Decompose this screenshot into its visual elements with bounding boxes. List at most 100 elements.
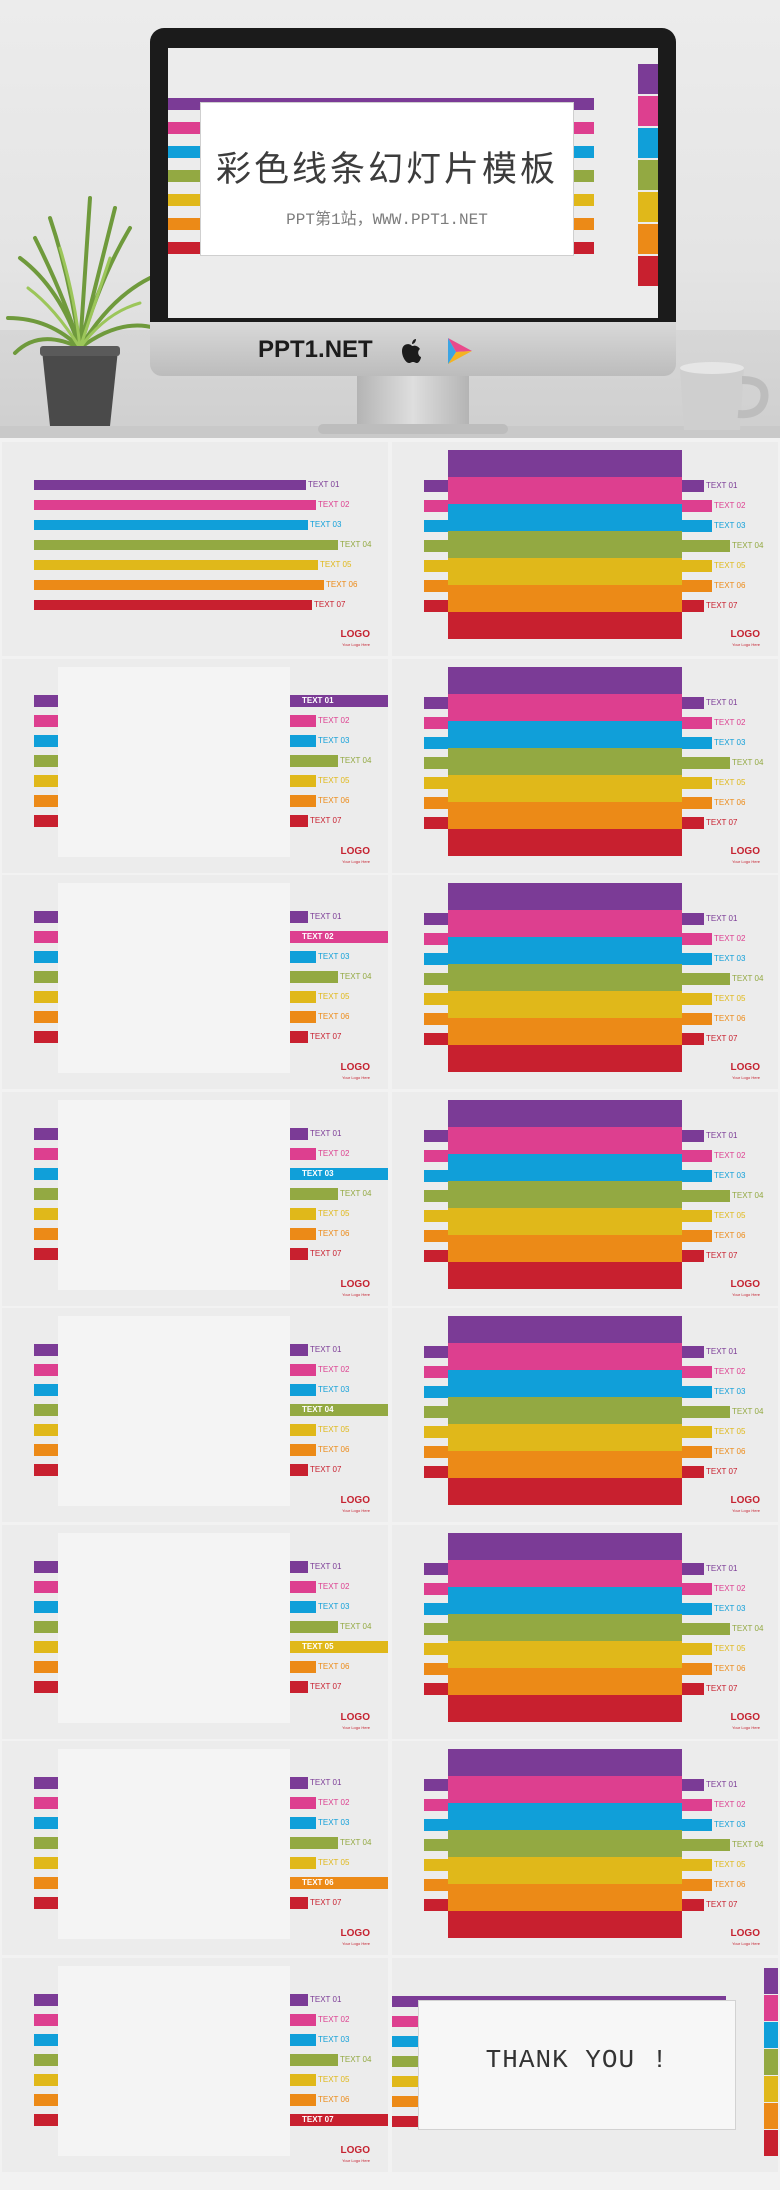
slide-text-label: TEXT 06 xyxy=(714,1230,746,1240)
monitor-screen: 彩色线条幻灯片模板 PPT第1站，WWW.PPT1.NET xyxy=(168,48,658,318)
slide-thumbnail[interactable]: TEXT 01 TEXT 02 TEXT 03 TEXT 04 TEXT 05 TEXT … xyxy=(392,1741,778,1955)
slide-text-label: TEXT 03 xyxy=(714,1170,746,1180)
slide-thumbnail[interactable]: TEXT 01 TEXT 02 TEXT 03 TEXT 04 TEXT 05 TEXT … xyxy=(2,442,388,656)
slide-text-label: TEXT 07 xyxy=(310,1248,342,1258)
right-stub-bar xyxy=(290,794,316,807)
slide-thumbnail[interactable]: TEXT 01 TEXT 02 TEXT 03 TEXT 04 TEXT 05 TEXT … xyxy=(392,442,778,656)
left-stub-bar xyxy=(34,1620,58,1633)
color-block-stripe xyxy=(448,1478,682,1505)
slide-thumbnail[interactable]: TEXT 01 TEXT 02 TEXT 03 TEXT 04 TEXT 05 TEXT … xyxy=(2,1957,388,2172)
color-block-stripe xyxy=(448,1099,682,1127)
left-stub-bar xyxy=(424,1819,448,1831)
slide-thumbnail[interactable]: TEXT 01 TEXT 02 TEXT 03 TEXT 04 TEXT 05 TEXT … xyxy=(392,1524,778,1739)
slide-thumbnail[interactable]: TEXT 01 TEXT 02 TEXT 03 TEXT 04 TEXT 05 TEXT … xyxy=(392,1091,778,1306)
color-block-stripe xyxy=(448,720,682,748)
left-stub-bar xyxy=(34,1227,58,1240)
right-stub-bar xyxy=(682,540,730,552)
left-stub-bar xyxy=(34,1384,58,1396)
slide-thumbnail[interactable]: TEXT 01 TEXT 02 TEXT 03 TEXT 04 TEXT 05 TEXT … xyxy=(2,1741,388,1955)
logo-tagline: Your Logo Here xyxy=(342,858,370,864)
right-stub-bar xyxy=(682,480,704,492)
logo-text: LOGO xyxy=(340,1278,370,1290)
slide-thumbnail[interactable]: TEXT 01 TEXT 02 TEXT 03 TEXT 04 TEXT 05 TEXT … xyxy=(392,1308,778,1522)
left-stub-bar xyxy=(34,1897,58,1909)
slide-text-label: TEXT 07 xyxy=(706,1250,738,1260)
logo-tagline: Your Logo Here xyxy=(342,1291,370,1297)
left-stub-bar xyxy=(424,973,448,985)
slide-text-label: TEXT 01 xyxy=(706,1347,738,1356)
slide-text-label: TEXT 03 xyxy=(714,1820,746,1829)
left-stub-bar xyxy=(424,1149,448,1162)
right-stub-bar xyxy=(682,1446,712,1458)
right-stub-bar xyxy=(682,1209,712,1222)
right-stub-bar xyxy=(290,734,316,747)
logo-text: LOGO xyxy=(730,1062,760,1073)
slide-text-label: TEXT 06 xyxy=(302,1878,334,1887)
slide-thumbnail[interactable]: TEXT 01 TEXT 02 TEXT 03 TEXT 04 TEXT 05 TEXT … xyxy=(2,875,388,1089)
right-stub-bar xyxy=(290,1011,316,1023)
slide-text-label: TEXT 02 xyxy=(318,1798,350,1807)
slide-text-label: TEXT 03 xyxy=(310,520,342,529)
slide-text-label: TEXT 07 xyxy=(310,1465,342,1474)
right-stub-bar xyxy=(682,913,704,925)
right-stub-bar xyxy=(290,2033,316,2046)
color-block-stripe xyxy=(448,477,682,504)
right-stub-bar xyxy=(682,973,730,985)
slide-text-label: TEXT 03 xyxy=(318,952,350,961)
right-stub-bar xyxy=(682,796,712,809)
logo-tagline: Your Logo Here xyxy=(342,1508,370,1513)
left-stub-bar xyxy=(424,1229,448,1242)
slide-text-label: TEXT 01 xyxy=(310,1994,342,2004)
slide-thumbnail[interactable]: TEXT 01 TEXT 02 TEXT 03 TEXT 04 TEXT 05 TEXT … xyxy=(2,1524,388,1739)
logo-text: LOGO xyxy=(730,1495,760,1506)
right-stub-bar xyxy=(682,736,712,749)
right-stub-bar xyxy=(682,1169,712,1182)
left-stub-bar xyxy=(34,1247,58,1260)
slide-text-label: TEXT 05 xyxy=(318,775,350,785)
thanks-side-block xyxy=(764,2021,778,2048)
slide-text-label: TEXT 07 xyxy=(706,1467,738,1476)
mug-image xyxy=(680,362,769,430)
color-line-bar xyxy=(34,500,316,510)
slide-thumbnail[interactable]: TEXT 01 TEXT 02 TEXT 03 TEXT 04 TEXT 05 TEXT … xyxy=(2,1091,388,1306)
slide-thumbnail[interactable]: THANK YOU ! xyxy=(392,1957,778,2172)
right-stub-bar xyxy=(290,1187,338,1200)
thanks-side-block xyxy=(764,2075,778,2102)
slide-text-label: TEXT 03 xyxy=(714,1603,746,1613)
slide-text-label: TEXT 02 xyxy=(714,1800,746,1809)
right-stub-bar xyxy=(290,1464,308,1476)
right-stub-bar xyxy=(682,1799,712,1811)
slide-text-label: TEXT 02 xyxy=(714,1583,746,1593)
right-stub-bar xyxy=(682,1406,730,1418)
slide-thumbnail[interactable]: TEXT 01 TEXT 02 TEXT 03 TEXT 04 TEXT 05 TEXT … xyxy=(2,658,388,873)
slide-text-label: TEXT 01 xyxy=(706,1130,738,1140)
color-block-stripe xyxy=(448,1316,682,1343)
left-stub-bar xyxy=(424,520,448,532)
slide-thumbnail[interactable]: TEXT 01 TEXT 02 TEXT 03 TEXT 04 TEXT 05 TEXT … xyxy=(2,1308,388,1522)
left-stub-bar xyxy=(34,1993,58,2006)
slide-text-label: TEXT 04 xyxy=(302,1405,334,1414)
slide-thumbnail[interactable]: TEXT 01 TEXT 02 TEXT 03 TEXT 04 TEXT 05 TEXT … xyxy=(392,875,778,1089)
right-stub-bar xyxy=(682,1249,704,1262)
color-block-stripe xyxy=(448,883,682,910)
color-block-stripe xyxy=(448,774,682,802)
left-stub-bar xyxy=(424,1859,448,1871)
left-stub-bar xyxy=(34,1797,58,1809)
slide-text-label: TEXT 02 xyxy=(714,717,746,727)
left-stub-bar xyxy=(424,756,448,769)
color-block-stripe xyxy=(448,1884,682,1911)
left-stub-bar xyxy=(424,1562,448,1575)
slide-thumbnail[interactable]: TEXT 01 TEXT 02 TEXT 03 TEXT 04 TEXT 05 TEXT … xyxy=(392,658,778,873)
active-label-bar xyxy=(290,1167,388,1180)
left-stub-bar xyxy=(34,1031,58,1043)
color-block-stripe xyxy=(448,1261,682,1289)
slide-text-label: TEXT 04 xyxy=(340,1621,372,1631)
slide-text-label: TEXT 05 xyxy=(320,560,352,569)
hero-side-block xyxy=(638,224,658,254)
left-stub-bar xyxy=(424,1879,448,1891)
thanks-side-block xyxy=(764,2129,778,2156)
color-block-stripe xyxy=(448,937,682,964)
color-line-bar xyxy=(34,560,318,570)
left-stub-bar xyxy=(34,754,58,767)
slide-text-label: TEXT 05 xyxy=(318,1425,350,1434)
